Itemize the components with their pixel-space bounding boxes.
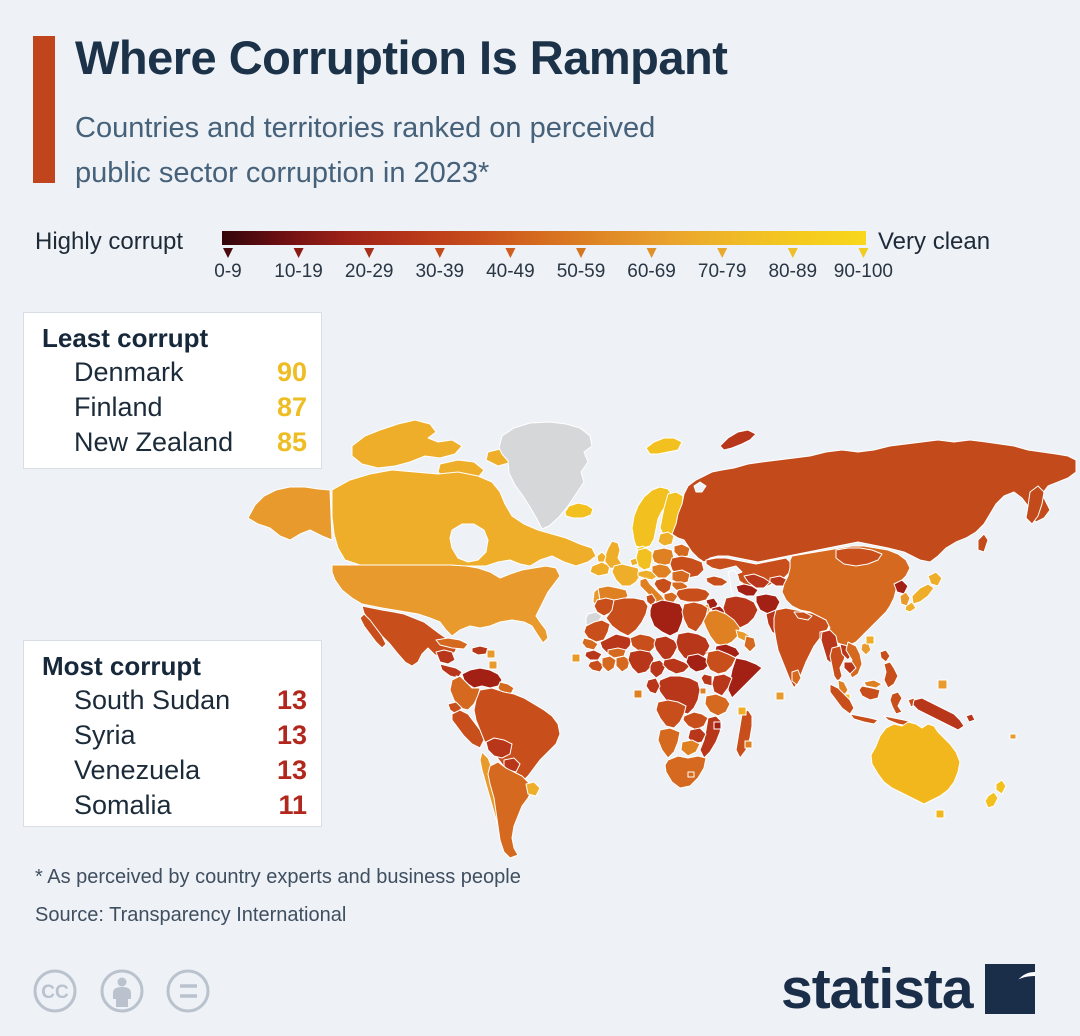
svg-text:CC: CC (41, 982, 69, 1003)
